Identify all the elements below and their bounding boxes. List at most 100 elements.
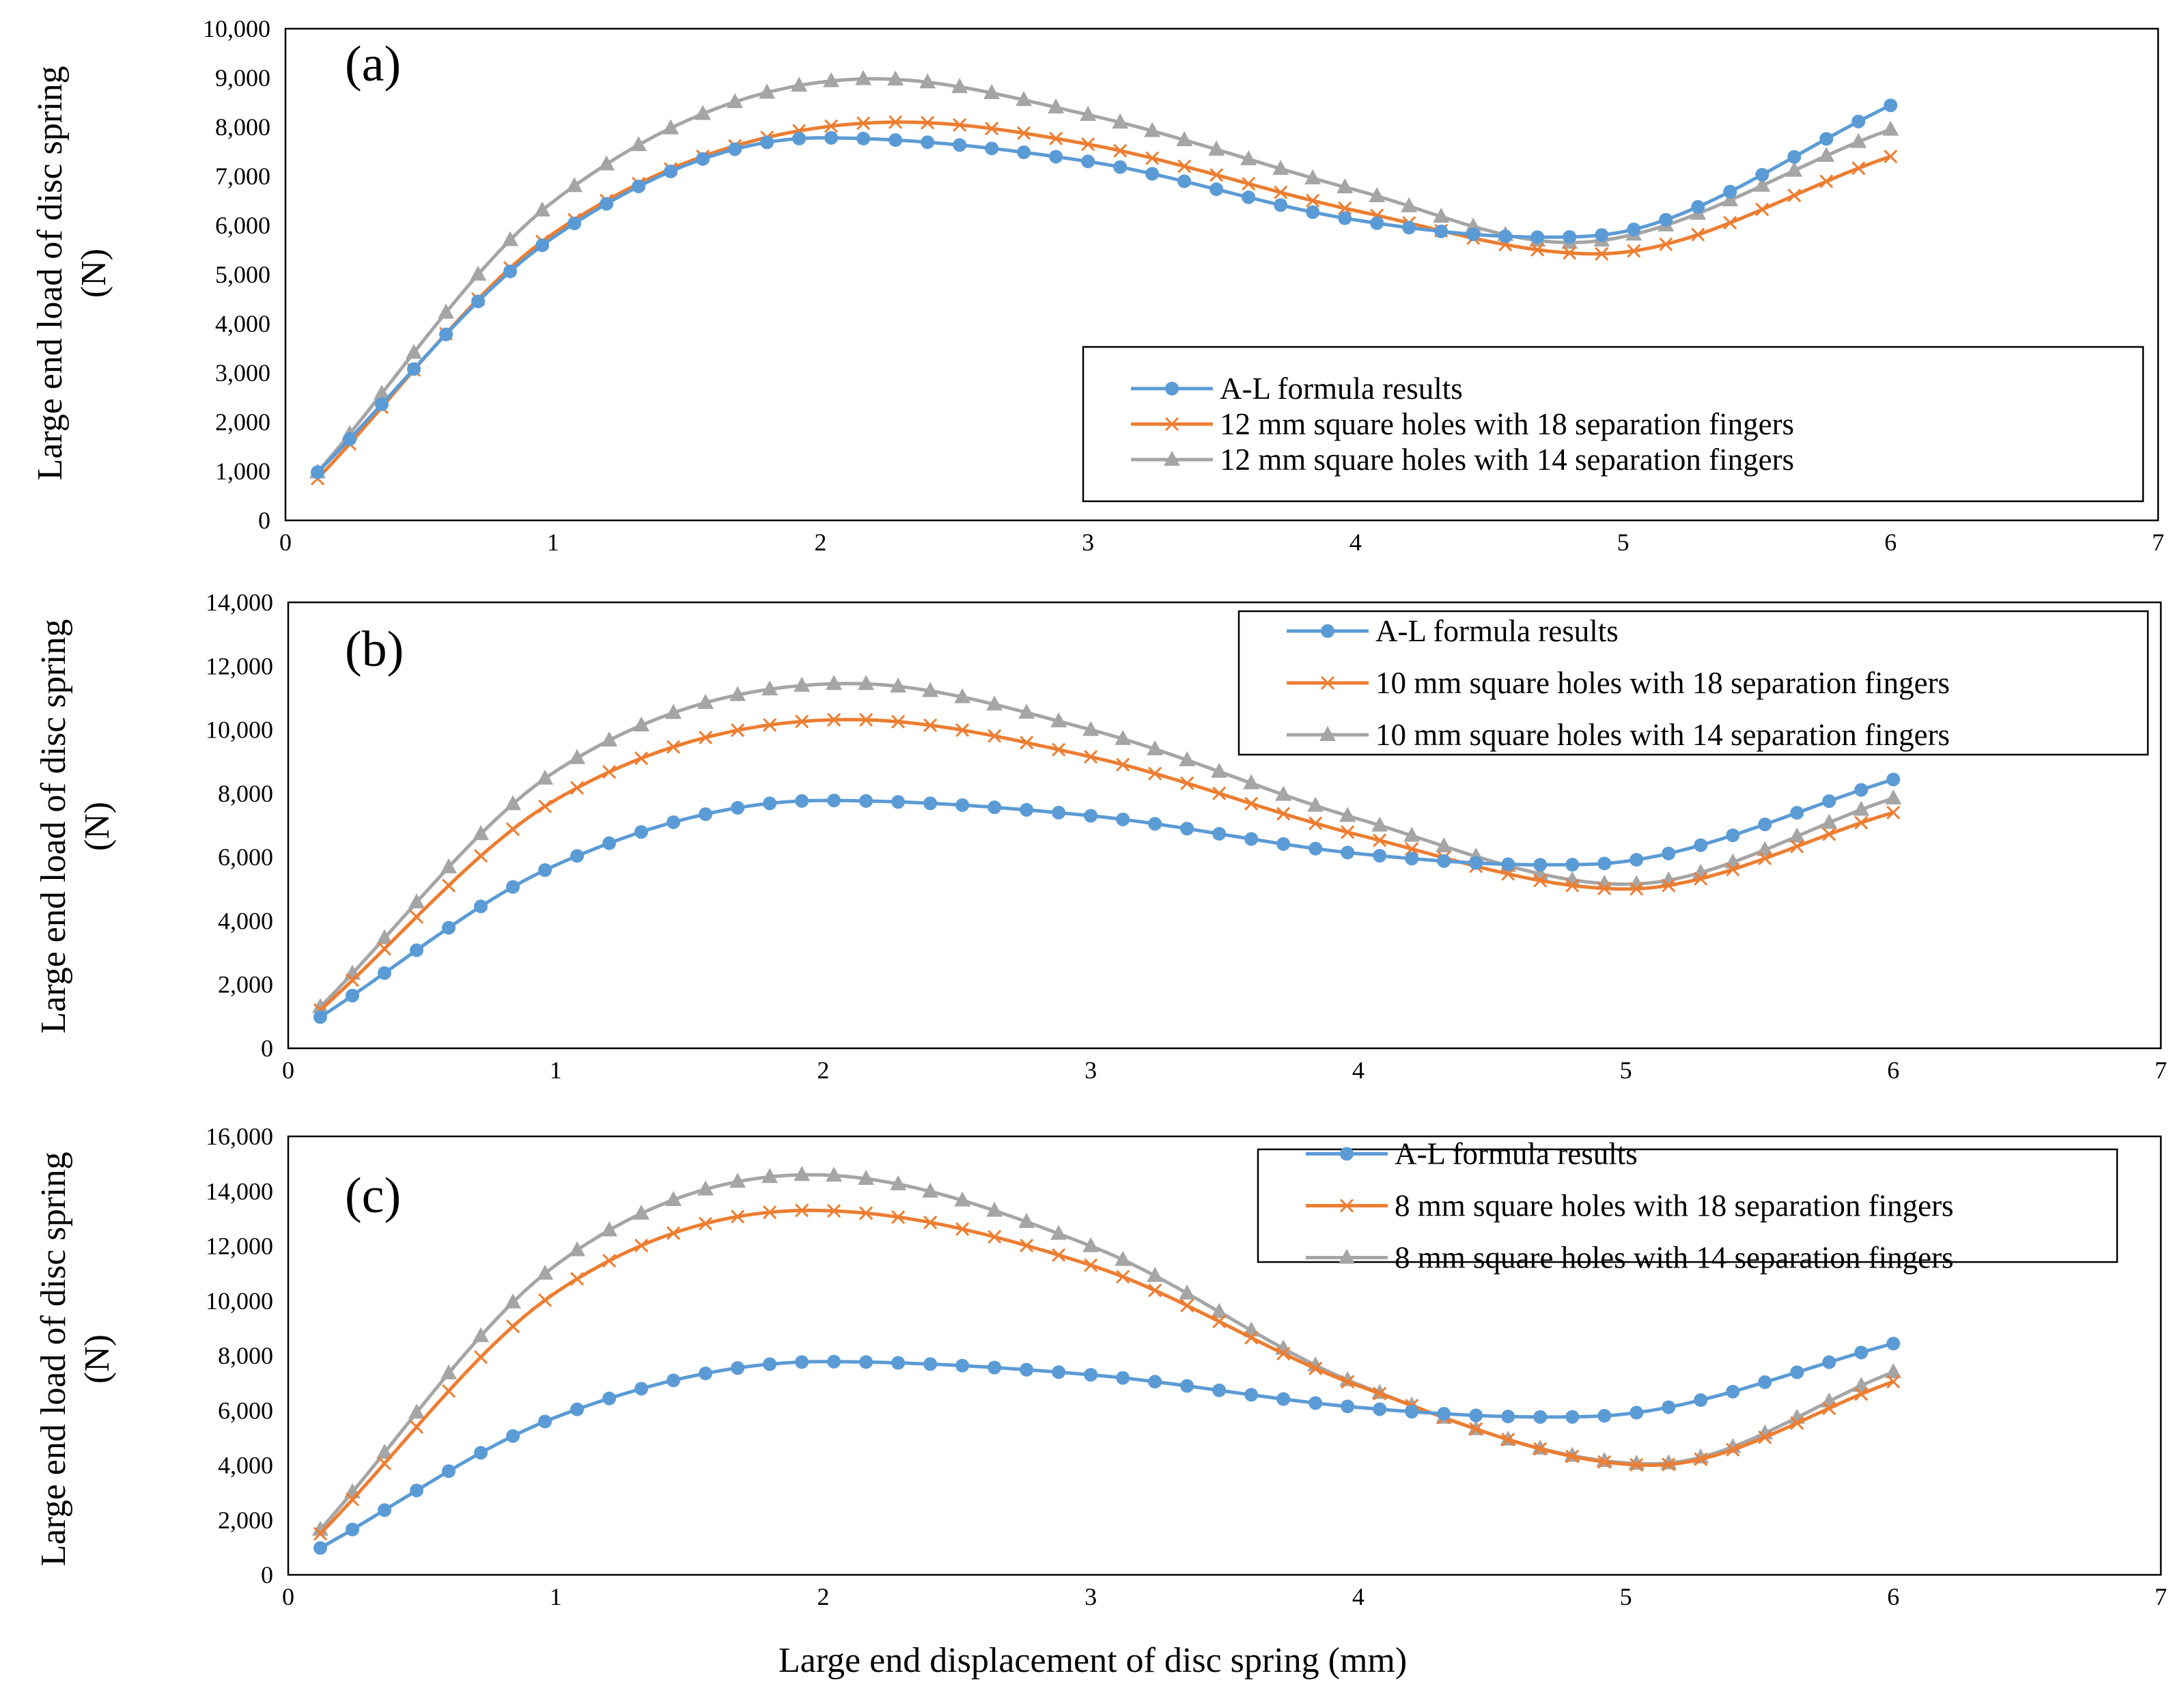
data-point: [1212, 1383, 1227, 1397]
y-tick-label: 6,000: [218, 843, 273, 871]
data-point: [1819, 132, 1834, 146]
data-point: [1786, 161, 1803, 177]
data-point: [1854, 1387, 1869, 1401]
data-point: [759, 83, 776, 99]
data-point: [1565, 1449, 1580, 1464]
data-point: [856, 131, 871, 145]
data-point: [1501, 1432, 1515, 1447]
data-point: [1116, 1371, 1130, 1385]
data-point: [409, 910, 424, 924]
data-point: [1662, 1457, 1676, 1472]
data-point: [409, 1420, 424, 1434]
data-point: [1595, 247, 1609, 261]
data-point: [634, 751, 649, 766]
data-point: [1145, 167, 1160, 181]
data-point: [1341, 845, 1355, 860]
data-point: [1533, 1442, 1548, 1456]
x-tick-label: 2: [817, 1583, 829, 1610]
data-point: [1177, 174, 1192, 188]
x-tick-label: 5: [1620, 1056, 1632, 1084]
data-point: [1148, 817, 1162, 831]
data-point: [506, 1429, 520, 1443]
legend-label: 12 mm square holes with 18 separation fi…: [1220, 407, 1794, 441]
data-point: [602, 836, 617, 850]
data-point: [633, 716, 650, 732]
data-point: [1691, 199, 1705, 214]
data-point: [827, 712, 841, 727]
y-tick-label: 10,000: [203, 15, 270, 42]
data-point: [1244, 796, 1259, 811]
data-point: [1020, 736, 1034, 750]
x-tick-label: 6: [1887, 1056, 1899, 1084]
data-point: [537, 1264, 554, 1280]
y-tick-label: 16,000: [206, 1123, 273, 1150]
data-point: [731, 1209, 745, 1224]
data-point: [1755, 167, 1770, 182]
data-point: [1052, 805, 1066, 820]
data-point: [1886, 805, 1901, 820]
data-point: [1049, 131, 1063, 145]
data-point: [1790, 806, 1804, 820]
data-point: [1691, 227, 1705, 242]
data-point: [441, 878, 456, 893]
data-point: [922, 1182, 939, 1198]
data-point: [887, 70, 904, 86]
data-point: [695, 104, 712, 120]
data-point: [442, 1464, 456, 1479]
y-tick-label: 12,000: [206, 652, 273, 680]
data-point: [1307, 796, 1324, 812]
data-point: [827, 1354, 841, 1369]
data-point: [1369, 187, 1386, 203]
data-point: [602, 1391, 617, 1405]
data-point: [1822, 827, 1836, 841]
series-line: [319, 1208, 1894, 1535]
data-point: [699, 807, 713, 822]
data-point: [859, 1206, 873, 1220]
data-point: [923, 1215, 938, 1230]
data-point: [406, 344, 423, 359]
data-point: [859, 1355, 873, 1369]
data-point: [919, 73, 936, 89]
data-point: [634, 825, 649, 839]
x-tick-label: 0: [279, 529, 292, 556]
data-point: [1758, 851, 1772, 866]
data-point: [1819, 174, 1834, 188]
data-point: [791, 76, 808, 92]
x-tick-label: 5: [1617, 529, 1629, 556]
x-tick-label: 0: [282, 1056, 294, 1084]
data-point: [1533, 858, 1548, 872]
data-point: [346, 1522, 360, 1537]
y-tick-label: 2,000: [218, 971, 273, 998]
data-point: [667, 740, 681, 754]
data-point: [988, 1230, 1002, 1244]
data-point: [1790, 839, 1804, 854]
data-point: [1884, 98, 1898, 113]
legend-marker: [1340, 1147, 1354, 1161]
plot-frame: [284, 27, 2159, 522]
data-point: [630, 136, 647, 152]
data-point: [1373, 833, 1387, 848]
panel-label: (c): [345, 1168, 401, 1224]
y-tick-label: 7,000: [215, 163, 270, 190]
data-point: [470, 265, 487, 281]
y-tick-label: 9,000: [215, 64, 270, 92]
series-line: [319, 718, 1894, 1011]
legend-label: 12 mm square holes with 14 separation fi…: [1220, 443, 1794, 477]
data-point: [1084, 1368, 1098, 1382]
data-point: [1821, 813, 1838, 829]
data-point: [696, 152, 710, 166]
data-point: [763, 1205, 777, 1220]
data-point: [1533, 873, 1548, 888]
data-point: [1886, 1336, 1901, 1351]
data-point: [1115, 729, 1132, 745]
data-point: [1113, 143, 1128, 158]
data-point: [1469, 1422, 1483, 1436]
legend-label: 8 mm square holes with 18 separation fin…: [1395, 1189, 1954, 1223]
data-point: [535, 238, 550, 253]
x-tick-label: 3: [1085, 1056, 1097, 1084]
panel-label: (b): [345, 621, 404, 677]
data-point: [440, 858, 458, 873]
data-point: [1049, 150, 1063, 164]
data-point: [823, 72, 840, 87]
